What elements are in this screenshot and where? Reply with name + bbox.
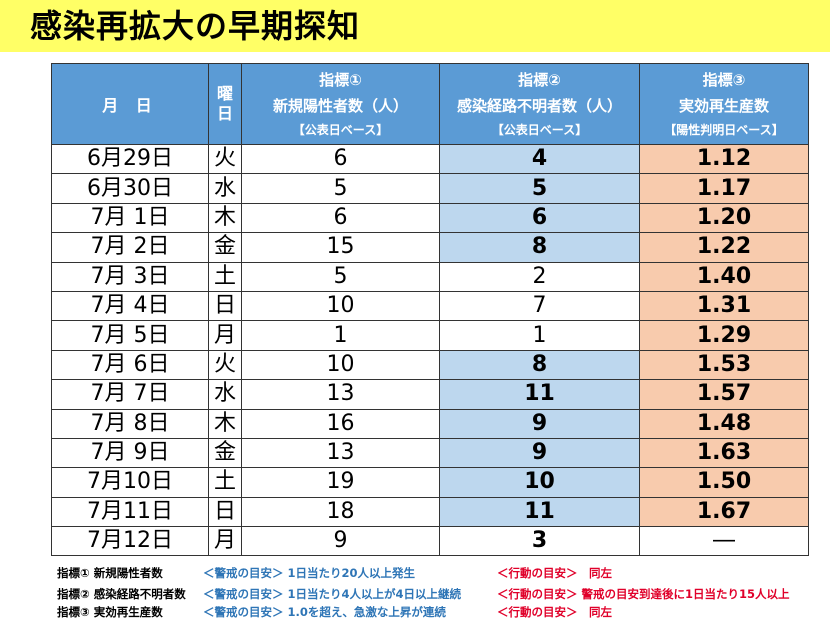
day-cell: 木 [208, 408, 242, 439]
day-cell: 金 [208, 437, 242, 469]
indicator-1-cell: 9 [241, 526, 440, 557]
day-cell: 土 [208, 467, 242, 498]
indicator-1-cell: 13 [241, 437, 440, 469]
indicator-1-cell: 10 [241, 290, 440, 322]
date-cell: 7月12日 [51, 526, 209, 557]
table-row: 7月 9日金 13 9 1.63 [51, 437, 809, 469]
indicator-3-cell: 1.22 [639, 232, 809, 263]
indicator-2-cell: 11 [439, 496, 640, 528]
indicator-3-cell: 1.48 [639, 408, 809, 439]
indicator-3-cell: 1.63 [639, 437, 809, 469]
indicator-2-cell: 4 [439, 143, 640, 175]
indicator-3-cell: 1.53 [639, 349, 809, 381]
date-cell: 6月30日 [51, 173, 209, 204]
date-cell: 7月 6日 [51, 349, 209, 381]
table-row: 6月30日水 5 5 1.17 [51, 173, 809, 204]
indicator-2-cell: 1 [439, 320, 640, 351]
table-row: 7月 8日木 16 9 1.48 [51, 408, 809, 439]
page-title: 感染再拡大の早期探知 [30, 7, 361, 45]
indicator-1-cell: 6 [241, 202, 440, 234]
date-cell: 7月 8日 [51, 408, 209, 439]
table-row: 7月 5日月 1 1 1.29 [51, 320, 809, 351]
date-cell: 7月11日 [51, 496, 209, 528]
table-row: 7月 6日火 10 8 1.53 [51, 349, 809, 381]
table-row: 7月 4日日 10 7 1.31 [51, 290, 809, 322]
indicator-2-cell: 9 [439, 437, 640, 469]
day-cell: 木 [208, 202, 242, 234]
indicator-2-cell: 9 [439, 408, 640, 439]
indicator-2-cell: 8 [439, 349, 640, 381]
indicator-1-cell: 19 [241, 467, 440, 498]
title-banner: 感染再拡大の早期探知 [0, 0, 830, 52]
indicator-3-cell: 1.17 [639, 173, 809, 204]
table-row: 7月 2日金 15 8 1.22 [51, 232, 809, 263]
date-cell: 7月 7日 [51, 379, 209, 410]
date-cell: 7月 2日 [51, 232, 209, 263]
indicator-2-cell: 6 [439, 202, 640, 234]
indicator-1-cell: 5 [241, 173, 440, 204]
date-cell: 7月 1日 [51, 202, 209, 234]
indicator-2-cell: 7 [439, 290, 640, 322]
indicator-2-cell: 2 [439, 261, 640, 292]
date-cell: 7月 5日 [51, 320, 209, 351]
header-indicator-3: 指標③ 実効再生産数 【陽性判明日ベース】 [639, 63, 809, 145]
table-row: 6月29日火 6 4 1.12 [51, 143, 809, 175]
indicator-2-cell: 10 [439, 467, 640, 498]
indicator-3-cell: 1.31 [639, 290, 809, 322]
date-cell: 7月10日 [51, 467, 209, 498]
day-cell: 金 [208, 232, 242, 263]
indicator-3-cell: 1.50 [639, 467, 809, 498]
indicator-1-cell: 18 [241, 496, 440, 528]
day-cell: 火 [208, 143, 242, 175]
indicator-1-cell: 5 [241, 261, 440, 292]
day-cell: 水 [208, 379, 242, 410]
date-cell: 6月29日 [51, 143, 209, 175]
indicator-3-cell: 1.12 [639, 143, 809, 175]
day-cell: 火 [208, 349, 242, 381]
indicator-1-cell: 6 [241, 143, 440, 175]
day-cell: 日 [208, 496, 242, 528]
day-cell: 月 [208, 320, 242, 351]
day-cell: 日 [208, 290, 242, 322]
indicator-2-cell: 5 [439, 173, 640, 204]
table-header-row: 月 日 曜 日 指標① 新規陽性者数（人） 【公表日ベース】 指標② 感染経路不… [51, 63, 809, 145]
indicator-2-cell: 11 [439, 379, 640, 410]
indicator-1-cell: 1 [241, 320, 440, 351]
table-row: 7月12日月 9 3 ― [51, 526, 809, 557]
table-row: 7月11日日 18 11 1.67 [51, 496, 809, 528]
indicator-1-cell: 15 [241, 232, 440, 263]
indicator-1-cell: 10 [241, 349, 440, 381]
table-row: 7月 3日土 5 2 1.40 [51, 261, 809, 292]
day-cell: 水 [208, 173, 242, 204]
indicator-3-cell: 1.40 [639, 261, 809, 292]
indicator-3-cell: 1.20 [639, 202, 809, 234]
day-cell: 土 [208, 261, 242, 292]
indicator-2-cell: 8 [439, 232, 640, 263]
table-body: 6月29日火 6 4 1.12 6月30日水 5 5 1.17 7月 1日木 6 6 1.20 7月 2… [51, 143, 809, 557]
header-date: 月 日 [51, 63, 209, 145]
table-row: 7月10日土 19 10 1.50 [51, 467, 809, 498]
indicator-1-cell: 16 [241, 408, 440, 439]
indicator-3-cell: 1.29 [639, 320, 809, 351]
header-day: 曜 日 [208, 63, 242, 145]
indicator-table: 月 日 曜 日 指標① 新規陽性者数（人） 【公表日ベース】 指標② 感染経路不… [51, 63, 809, 557]
indicator-3-cell: ― [639, 526, 809, 557]
table-row: 7月 7日水 13 11 1.57 [51, 379, 809, 410]
header-indicator-2: 指標② 感染経路不明者数（人） 【公表日ベース】 [439, 63, 640, 145]
day-cell: 月 [208, 526, 242, 557]
date-cell: 7月 9日 [51, 437, 209, 469]
indicator-1-cell: 13 [241, 379, 440, 410]
header-indicator-1: 指標① 新規陽性者数（人） 【公表日ベース】 [241, 63, 440, 145]
indicator-3-cell: 1.57 [639, 379, 809, 410]
table-row: 7月 1日木 6 6 1.20 [51, 202, 809, 234]
indicator-2-cell: 3 [439, 526, 640, 557]
indicator-3-cell: 1.67 [639, 496, 809, 528]
date-cell: 7月 3日 [51, 261, 209, 292]
date-cell: 7月 4日 [51, 290, 209, 322]
